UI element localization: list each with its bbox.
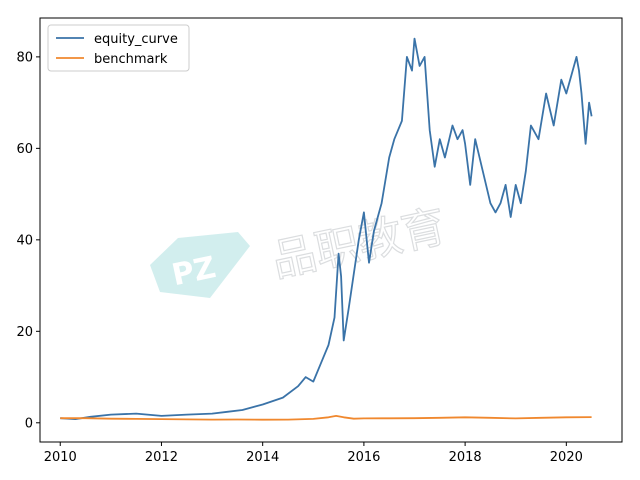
plot-frame	[39, 17, 623, 443]
axes: 2010 2012 2014 2016 2018 2020 0 20 40 60 80	[16, 50, 582, 465]
y-tick-label: 0	[25, 416, 33, 431]
series-line-equity-curve	[60, 37, 593, 421]
legend-label-equity-curve: equity_curve	[94, 32, 178, 47]
series-layer	[60, 37, 593, 421]
x-tick-label: 2018	[449, 450, 482, 465]
x-tick-label: 2012	[145, 450, 178, 465]
y-tick-label: 20	[16, 325, 33, 340]
x-tick-label: 2010	[44, 450, 77, 465]
x-tick-label: 2020	[550, 450, 583, 465]
legend-label-benchmark: benchmark	[94, 52, 168, 67]
y-tick-label: 80	[16, 50, 33, 65]
y-tick-label: 60	[16, 142, 33, 157]
x-tick-label: 2016	[347, 450, 380, 465]
watermark-logo-icon	[150, 232, 250, 298]
y-tick-label: 40	[16, 233, 33, 248]
legend: equity_curve benchmark	[47, 24, 190, 72]
x-tick-label: 2014	[246, 450, 279, 465]
legend-box	[47, 24, 190, 72]
watermark: PZ 品职教育	[150, 200, 451, 298]
series-line-benchmark	[60, 414, 592, 421]
